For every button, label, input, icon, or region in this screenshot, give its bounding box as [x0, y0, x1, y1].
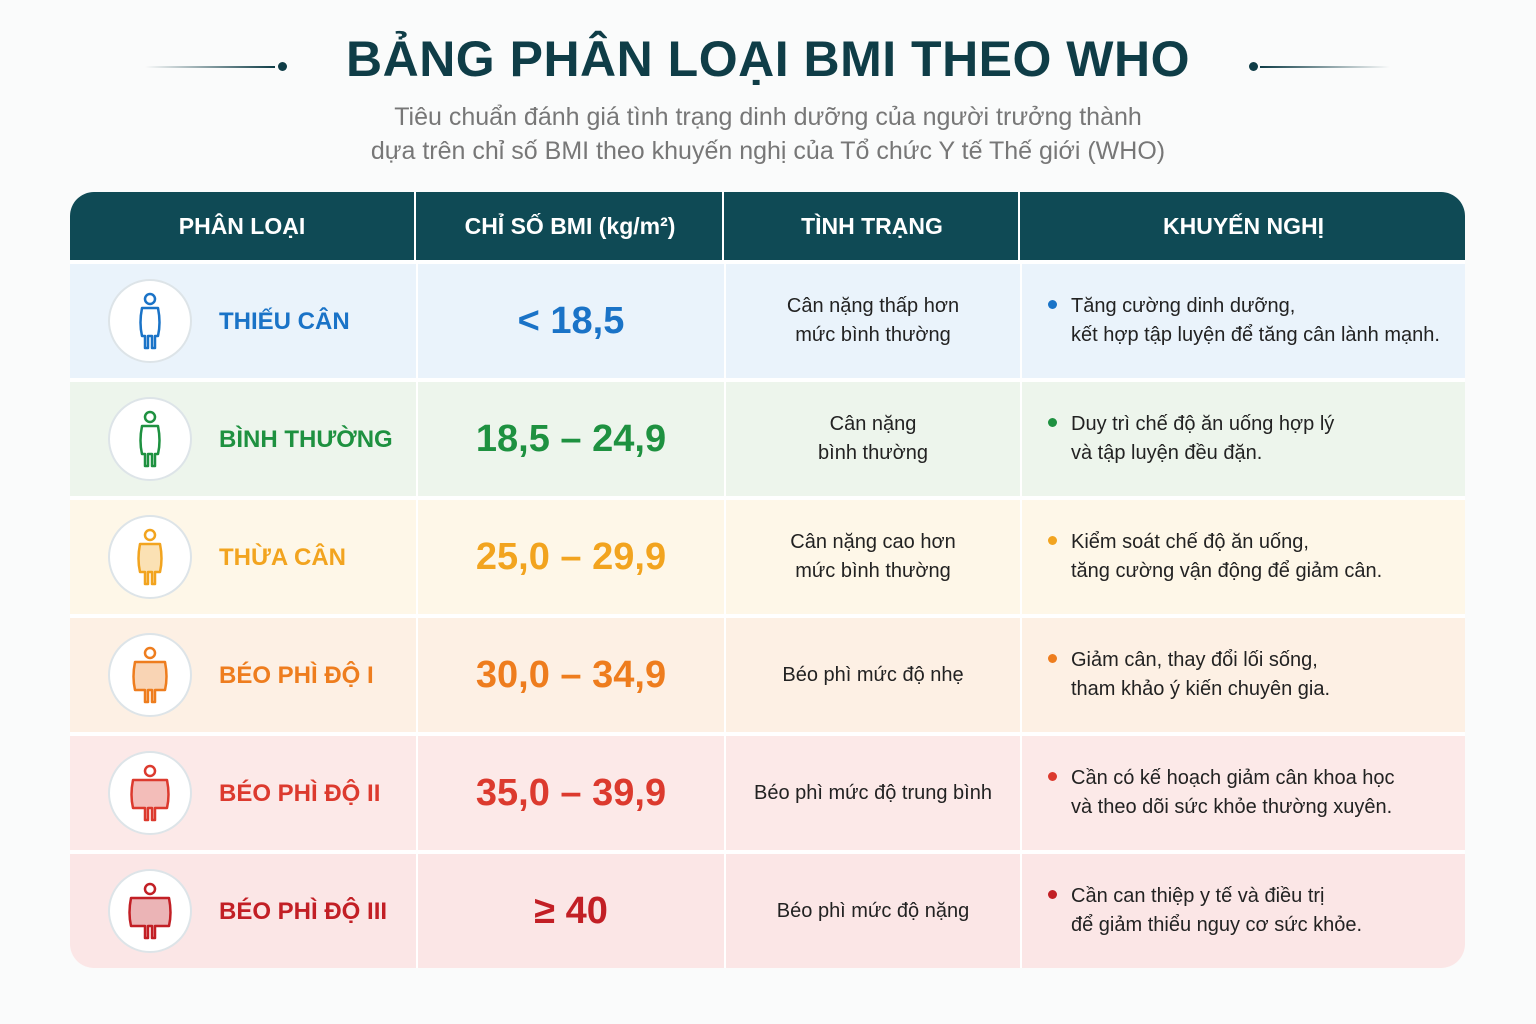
bullet [1048, 890, 1057, 899]
status-cell: Béo phì mức độ trung bình [726, 736, 1020, 850]
status-cell: Cân nặng cao hơn mức bình thường [726, 500, 1020, 614]
bullet [1048, 654, 1057, 663]
recommendation-line: tham khảo ý kiến chuyên gia. [1071, 678, 1331, 700]
recommendation-line: Cần có kế hoạch giảm cân khoa học [1071, 767, 1395, 789]
subtitle-line: Tiêu chuẩn đánh giá tình trạng dinh dưỡn… [394, 103, 1142, 131]
table-row: BÉO PHÌ ĐỘ III ≥ 40 Béo phì mức độ nặng Cần… [70, 854, 1465, 968]
subtitle: Tiêu chuẩn đánh giá tình trạng dinh dưỡn… [0, 100, 1536, 168]
subtitle-line: dựa trên chỉ số BMI theo khuyến nghị của… [370, 137, 1166, 165]
header-cell: TÌNH TRẠNG [726, 192, 1020, 260]
recommendation-line: Giảm cân, thay đổi lối sống, [1071, 649, 1318, 671]
bmi-cell: 18,5 – 24,9 [418, 382, 724, 496]
status-cell: Cân nặng bình thường [726, 382, 1020, 496]
bullet [1048, 300, 1057, 309]
status-cell: Cân nặng thấp hơn mức bình thường [726, 264, 1020, 378]
person-icon [108, 869, 192, 953]
category-label: THỪA CÂN [219, 543, 347, 571]
category-cell: THIẾU CÂN [70, 264, 416, 378]
recommendation-line: để giảm thiểu nguy cơ sức khỏe. [1071, 914, 1363, 936]
table-row: BÉO PHÌ ĐỘ I 30,0 – 34,9 Béo phì mức độ nh… [70, 618, 1465, 732]
table-row: THIẾU CÂN < 18,5 Cân nặng thấp hơn mức bình… [70, 264, 1465, 378]
status-line: mức bình thường [795, 560, 951, 582]
person-icon [108, 633, 192, 717]
decoration [145, 66, 275, 68]
recommendation-line: kết hợp tập luyện để tăng cân lành mạnh. [1071, 324, 1440, 346]
recommendation-line: Cần can thiệp y tế và điều trị [1071, 885, 1325, 907]
person-icon [108, 397, 192, 481]
title: BẢNG PHÂN LOẠI BMI THEO WHO [345, 31, 1191, 87]
bmi-cell: < 18,5 [418, 264, 724, 378]
table: PHÂN LOẠI CHỈ SỐ BMI (kg/m²) TÌNH TRẠNG … [70, 192, 1465, 968]
header-cell: KHUYẾN NGHỊ [1162, 212, 1324, 239]
person-icon [108, 279, 192, 363]
bmi-cell: ≥ 40 [418, 854, 724, 968]
status-line: mức bình thường [795, 324, 951, 346]
status-line: Béo phì mức độ nặng [776, 899, 970, 922]
category-label: BÉO PHÌ ĐỘ I [219, 661, 374, 689]
recommendation-cell: Cần có kế hoạch giảm cân khoa học và theo… [1022, 736, 1465, 850]
recommendation-line: Kiểm soát chế độ ăn uống, [1071, 531, 1309, 553]
recommendation-cell: Kiểm soát chế độ ăn uống, tăng cường vận … [1022, 500, 1465, 614]
recommendation-line: và theo dõi sức khỏe thường xuyên. [1071, 796, 1393, 818]
recommendation-line: và tập luyện đều đặn. [1071, 442, 1263, 464]
category-cell: BÉO PHÌ ĐỘ II [70, 736, 416, 850]
category-cell: BÉO PHÌ ĐỘ I [70, 618, 416, 732]
category-cell: BÉO PHÌ ĐỘ III [70, 854, 416, 968]
category-cell: BÌNH THƯỜNG [70, 382, 416, 496]
category-label: THIẾU CÂN [219, 307, 350, 335]
bmi-cell: 30,0 – 34,9 [418, 618, 724, 732]
table-row: BÌNH THƯỜNG 18,5 – 24,9 Cân nặng bình thườn… [70, 382, 1465, 496]
recommendation-cell: Giảm cân, thay đổi lối sống, tham khảo ý … [1022, 618, 1465, 732]
status-line: Cân nặng cao hơn [790, 531, 956, 553]
status-line: Béo phì mức độ nhẹ [782, 663, 964, 686]
category-label: BÌNH THƯỜNG [219, 425, 393, 453]
bullet [1048, 536, 1057, 545]
header-cell: CHỈ SỐ BMI (kg/m²) [418, 192, 724, 260]
status-line: Cân nặng thấp hơn [786, 295, 960, 317]
header-cell: PHÂN LOẠI [70, 192, 416, 260]
bullet [1048, 772, 1057, 781]
decoration [278, 62, 287, 71]
status-line: Cân nặng [829, 413, 917, 435]
recommendation-cell: Duy trì chế độ ăn uống hợp lý và tập luyệ… [1022, 382, 1465, 496]
category-label: BÉO PHÌ ĐỘ II [219, 779, 381, 807]
status-cell: Béo phì mức độ nhẹ [726, 618, 1020, 732]
recommendation-line: tăng cường vận động để giảm cân. [1071, 560, 1383, 582]
recommendation-line: Duy trì chế độ ăn uống hợp lý [1071, 413, 1335, 435]
table-row: BÉO PHÌ ĐỘ II 35,0 – 39,9 Béo phì mức độ t… [70, 736, 1465, 850]
category-label: BÉO PHÌ ĐỘ III [219, 897, 388, 925]
status-line: Béo phì mức độ trung bình [754, 781, 992, 804]
status-cell: Béo phì mức độ nặng [726, 854, 1020, 968]
category-cell: THỪA CÂN [70, 500, 416, 614]
bmi-cell: 35,0 – 39,9 [418, 736, 724, 850]
bullet [1048, 418, 1057, 427]
person-icon [108, 515, 192, 599]
decoration [1260, 66, 1390, 68]
table-row: THỪA CÂN 25,0 – 29,9 Cân nặng cao hơn mức b… [70, 500, 1465, 614]
recommendation-cell: Tăng cường dinh dưỡng, kết hợp tập luyện … [1022, 264, 1465, 378]
status-line: bình thường [818, 442, 928, 464]
person-icon [108, 751, 192, 835]
recommendation-cell: Cần can thiệp y tế và điều trị để giảm th… [1022, 854, 1465, 968]
decoration [1249, 62, 1258, 71]
table-header: PHÂN LOẠI CHỈ SỐ BMI (kg/m²) TÌNH TRẠNG … [70, 192, 1465, 260]
recommendation-line: Tăng cường dinh dưỡng, [1071, 295, 1296, 317]
bmi-cell: 25,0 – 29,9 [418, 500, 724, 614]
